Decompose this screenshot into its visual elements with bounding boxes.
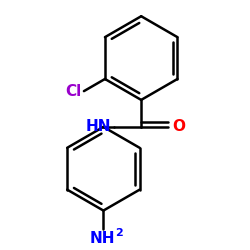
Text: NH: NH <box>89 231 115 246</box>
Text: O: O <box>172 120 185 134</box>
Text: HN: HN <box>86 120 112 134</box>
Text: 2: 2 <box>116 228 123 237</box>
Text: Cl: Cl <box>65 84 81 99</box>
